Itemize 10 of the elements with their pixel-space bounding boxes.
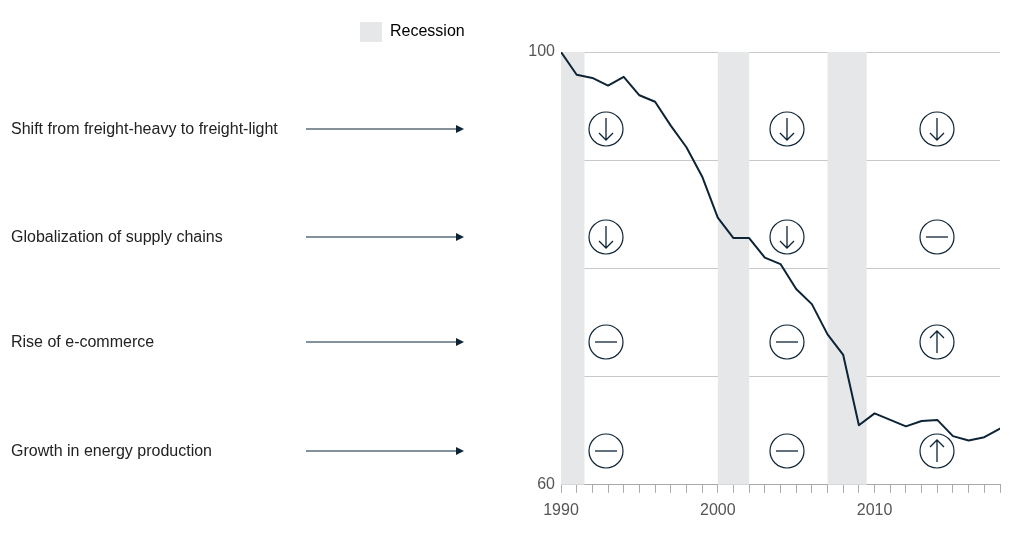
x-tick-label: 1990 xyxy=(543,500,579,518)
text: Rise of e-commerce xyxy=(11,332,155,351)
text: Globalization of supply chains xyxy=(11,228,223,247)
text: Shift from freight-heavy to freight-light xyxy=(11,119,278,138)
y-tick-label: 100 xyxy=(528,42,556,60)
x-tick-label: 2010 xyxy=(856,500,893,518)
x-tick-label: 2000 xyxy=(699,500,736,518)
y-tick-label: 60 xyxy=(537,475,556,493)
text: Growth in energy production xyxy=(11,442,212,461)
legend-label: Recession xyxy=(390,22,465,40)
